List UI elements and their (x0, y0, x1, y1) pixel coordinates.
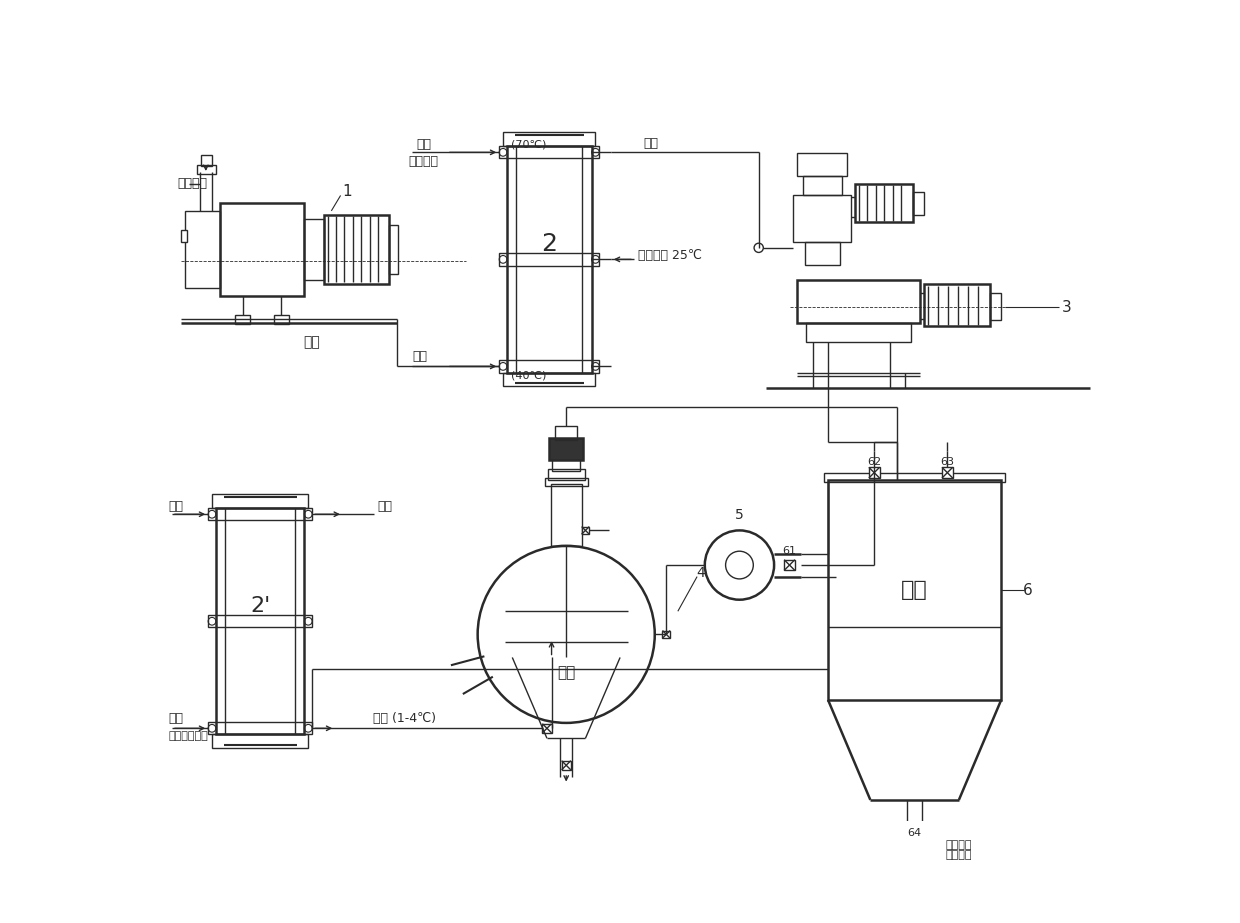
Text: 排入大气: 排入大气 (177, 177, 207, 190)
Bar (208, 615, 312, 628)
Bar (794, 196, 851, 242)
Bar (507, 146, 591, 373)
Bar (208, 508, 312, 521)
Text: 1: 1 (342, 184, 352, 199)
Bar (212, 494, 309, 508)
Bar (208, 722, 312, 735)
Bar (201, 155, 212, 166)
Bar (797, 153, 847, 176)
Bar (389, 224, 398, 274)
Text: 冷水: 冷水 (377, 500, 393, 513)
Text: (70℃): (70℃) (511, 139, 546, 150)
Bar (797, 281, 920, 322)
Bar (828, 480, 1001, 700)
Bar (503, 132, 595, 146)
Bar (212, 735, 309, 749)
Bar (806, 322, 911, 342)
Bar (784, 559, 795, 570)
Text: 3: 3 (1061, 300, 1071, 315)
Text: （来自冰浆）: （来自冰浆） (169, 731, 208, 741)
Text: 61: 61 (782, 546, 796, 557)
Bar (548, 469, 585, 480)
Text: (40℃): (40℃) (511, 371, 546, 380)
Bar (662, 630, 670, 638)
Bar (185, 210, 219, 288)
Bar (500, 146, 599, 159)
Bar (236, 315, 250, 324)
Text: 64: 64 (908, 828, 921, 838)
Bar (324, 215, 389, 284)
Text: 抽气: 抽气 (304, 335, 320, 349)
Text: 蒸汽: 蒸汽 (644, 137, 658, 150)
Text: 冰浆: 冰浆 (557, 665, 575, 680)
Text: 6: 6 (1023, 582, 1033, 597)
Bar (556, 426, 577, 440)
Text: 供热用水 25℃: 供热用水 25℃ (637, 249, 702, 262)
Text: 冰浆: 冰浆 (901, 580, 928, 600)
Bar (825, 473, 1006, 482)
Text: 冰浆排放: 冰浆排放 (945, 840, 972, 849)
Bar (869, 467, 879, 478)
Bar (804, 176, 842, 196)
Text: 62: 62 (867, 457, 882, 467)
Text: 2': 2' (250, 596, 270, 616)
Bar (544, 478, 588, 485)
Bar (805, 242, 839, 265)
Bar (503, 373, 595, 387)
Bar (549, 438, 583, 460)
Bar (551, 485, 582, 545)
Text: 热水: 热水 (417, 138, 432, 151)
Bar (942, 467, 952, 478)
Bar (219, 203, 304, 295)
Bar (500, 360, 599, 373)
Bar (909, 833, 920, 844)
Text: 冷能输出: 冷能输出 (945, 850, 972, 860)
Text: 冷水: 冷水 (169, 712, 184, 725)
Text: 热能输出: 热能输出 (409, 155, 439, 168)
Bar (274, 315, 289, 324)
Text: 2: 2 (541, 232, 557, 256)
Text: 5: 5 (735, 508, 744, 522)
Bar (924, 284, 990, 327)
Bar (562, 761, 570, 770)
Bar (990, 294, 1001, 320)
Bar (854, 184, 913, 222)
Text: 热气: 热气 (413, 350, 428, 363)
Bar (216, 508, 304, 735)
Bar (542, 724, 552, 733)
Bar (913, 192, 924, 215)
Bar (582, 526, 589, 534)
Text: 原水 (1-4℃): 原水 (1-4℃) (373, 712, 436, 725)
Text: 原水: 原水 (169, 500, 184, 513)
Text: 4: 4 (697, 566, 706, 580)
Bar (552, 457, 580, 471)
Bar (304, 219, 324, 281)
Bar (500, 253, 599, 266)
Bar (197, 164, 216, 174)
Text: 63: 63 (940, 457, 955, 467)
Bar (181, 230, 187, 242)
